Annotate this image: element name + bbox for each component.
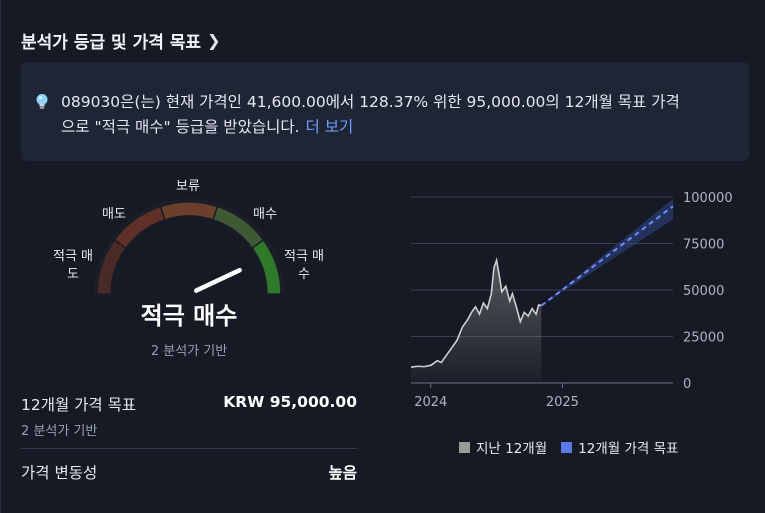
gauge-label-strong-sell-1: 적극 매 xyxy=(52,249,93,264)
price-target-row: 12개월 가격 목표 KRW 95,000.00 xyxy=(21,393,357,415)
gauge-label-strong-buy-1: 적극 매 xyxy=(283,249,324,264)
price-target-label: 12개월 가격 목표 xyxy=(21,396,137,414)
gauge-dial xyxy=(93,198,285,295)
price-target-chart: 0 25000 50000 75000 100000 2024 2025 xyxy=(401,175,765,415)
gauge-segment-3 xyxy=(159,201,219,221)
rating-basis: 2 분석가 기반 xyxy=(150,344,228,359)
gauge-label-strong-buy-2: 수 xyxy=(298,267,310,282)
rating-gauge: 적극 매 도 매도 보류 매수 적극 매 수 xyxy=(41,170,341,360)
gauge-outline xyxy=(93,198,285,295)
volatility-row: 가격 변동성 높음 xyxy=(21,461,357,483)
target-band xyxy=(541,198,673,306)
divider xyxy=(21,448,357,449)
y-tick-label: 0 xyxy=(683,377,691,392)
price-target-basis: 2 분석가 기반 xyxy=(21,424,98,439)
chevron-right-icon: ❯ xyxy=(207,31,221,50)
y-tick-label: 75000 xyxy=(683,238,724,253)
x-tick-label: 2025 xyxy=(546,395,579,410)
rating-summary-box: 089030은(는) 현재 가격인 41,600.00에서 128.37% 위한… xyxy=(21,62,749,161)
price-target-value: KRW 95,000.00 xyxy=(223,393,357,411)
gauge-label-hold: 보류 xyxy=(176,179,200,194)
section-title-link[interactable]: 분석가 등급 및 가격 목표 ❯ xyxy=(21,28,220,53)
gauge-label-strong-sell-2: 도 xyxy=(67,267,79,282)
y-tick-label: 100000 xyxy=(683,191,733,206)
legend-label-past: 지난 12개월 xyxy=(476,441,548,457)
legend-item-target[interactable]: 12개월 가격 목표 xyxy=(561,437,678,457)
gauge-label-strong-buy: 적극 매 수 xyxy=(273,248,335,284)
target-line xyxy=(540,205,674,307)
y-tick-label: 25000 xyxy=(683,331,724,346)
gauge-needle xyxy=(193,267,242,293)
gauge-label-strong-sell: 적극 매 도 xyxy=(43,248,103,284)
summary-line-2-text: 으로 "적극 매수" 등급을 받았습니다. xyxy=(61,118,300,136)
volatility-label: 가격 변동성 xyxy=(21,464,98,482)
history-line xyxy=(410,257,542,368)
rating-text: 적극 매수 xyxy=(140,302,238,330)
more-link[interactable]: 더 보기 xyxy=(305,118,354,136)
summary-line-1: 089030은(는) 현재 가격인 41,600.00에서 128.37% 위한… xyxy=(61,93,680,111)
chart-svg: 0 25000 50000 75000 100000 2024 2025 xyxy=(410,191,733,410)
legend-item-past[interactable]: 지난 12개월 xyxy=(459,437,547,457)
summary-line-2: 으로 "적극 매수" 등급을 받았습니다. 더 보기 xyxy=(61,115,725,140)
gauge-label-buy: 매수 xyxy=(253,207,277,222)
x-tick-label: 2024 xyxy=(414,395,447,410)
chart-legend: 지난 12개월 12개월 가격 목표 xyxy=(459,437,678,457)
gauge-segment-5 xyxy=(251,238,282,295)
legend-swatch-target xyxy=(561,441,573,453)
lightbulb-icon xyxy=(36,94,48,109)
section-title-text: 분석가 등급 및 가격 목표 xyxy=(21,33,202,53)
history-area xyxy=(411,260,542,383)
legend-swatch-past xyxy=(459,441,470,453)
legend-label-target: 12개월 가격 목표 xyxy=(578,441,679,457)
y-tick-label: 50000 xyxy=(683,284,724,299)
volatility-value: 높음 xyxy=(328,464,357,482)
gauge-label-sell: 매도 xyxy=(102,207,126,222)
